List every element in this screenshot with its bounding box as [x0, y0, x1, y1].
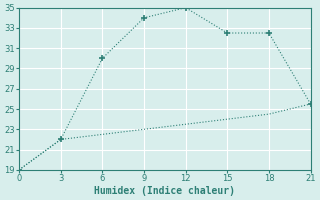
X-axis label: Humidex (Indice chaleur): Humidex (Indice chaleur) — [94, 186, 235, 196]
